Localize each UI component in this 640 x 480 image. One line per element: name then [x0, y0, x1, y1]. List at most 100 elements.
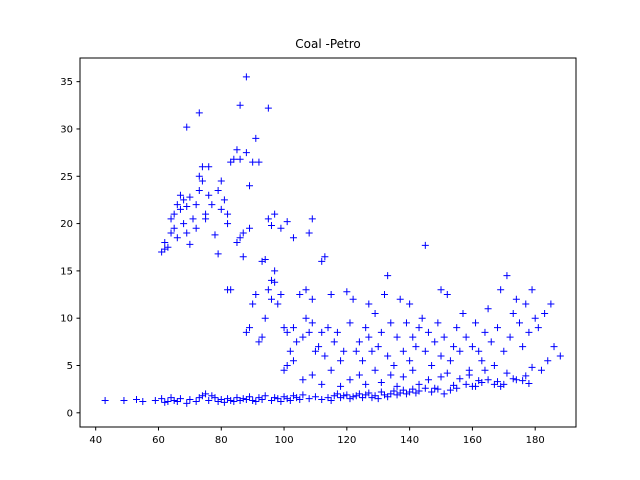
y-tick-label: 35 — [60, 77, 73, 88]
data-point — [255, 394, 263, 402]
data-point — [214, 397, 222, 405]
data-point — [170, 397, 178, 405]
data-point — [450, 381, 458, 389]
x-tick-label: 100 — [275, 435, 294, 446]
data-point — [246, 393, 254, 401]
data-point — [377, 388, 385, 396]
data-point — [299, 333, 307, 341]
data-point — [271, 267, 279, 275]
data-point — [176, 191, 184, 199]
data-point — [475, 347, 483, 355]
data-point — [490, 362, 498, 369]
data-point — [346, 395, 354, 403]
data-point — [233, 394, 241, 402]
data-point — [343, 391, 351, 399]
data-point — [497, 286, 505, 294]
data-point — [440, 390, 448, 398]
data-point — [277, 224, 285, 232]
data-point — [186, 396, 194, 404]
data-point — [412, 343, 420, 351]
x-axis: 40 60 80 100 120 140 160 180 — [89, 427, 545, 446]
y-tick-label: 0 — [67, 408, 73, 419]
data-point — [393, 391, 401, 399]
data-point — [267, 221, 275, 229]
x-tick-label: 120 — [337, 435, 356, 446]
data-point — [321, 352, 329, 360]
data-point — [440, 333, 448, 341]
data-point — [365, 300, 373, 308]
data-point — [289, 357, 297, 365]
data-point — [478, 357, 486, 365]
data-point — [283, 328, 291, 336]
data-point — [246, 324, 254, 332]
data-point — [484, 376, 492, 384]
data-point — [261, 256, 269, 264]
data-point — [258, 257, 266, 265]
data-point — [293, 338, 301, 346]
data-point — [249, 300, 257, 308]
data-point — [500, 380, 508, 388]
data-point — [428, 388, 436, 396]
x-tick-label: 180 — [526, 435, 545, 446]
data-point — [202, 215, 210, 223]
data-point — [352, 392, 360, 400]
data-point — [164, 397, 172, 405]
data-point — [327, 366, 335, 374]
data-point — [252, 291, 260, 299]
data-point — [550, 343, 558, 351]
data-point — [120, 397, 128, 405]
y-tick-label: 15 — [60, 266, 73, 277]
data-point — [384, 393, 392, 401]
data-point — [377, 328, 385, 336]
data-point — [211, 231, 219, 239]
data-point — [305, 395, 313, 403]
data-point — [412, 389, 420, 397]
data-point — [387, 390, 395, 398]
data-point — [233, 146, 241, 154]
data-point — [534, 324, 542, 332]
data-point — [512, 376, 520, 384]
data-point — [424, 328, 432, 336]
data-point — [494, 324, 502, 332]
data-point — [541, 309, 549, 317]
data-point — [355, 338, 363, 346]
data-point — [249, 397, 257, 405]
data-point — [512, 295, 520, 303]
data-point — [173, 397, 181, 405]
data-point — [227, 397, 235, 405]
data-point — [384, 352, 392, 360]
data-point — [472, 319, 480, 327]
data-point — [227, 286, 235, 294]
data-point — [242, 73, 250, 81]
data-point — [371, 366, 379, 374]
data-point — [195, 172, 203, 180]
data-point — [318, 396, 326, 404]
data-point — [556, 352, 564, 360]
data-point — [198, 177, 206, 185]
data-point — [459, 309, 467, 317]
data-point — [289, 392, 297, 400]
y-tick-label: 5 — [67, 361, 73, 372]
data-point — [202, 390, 210, 398]
data-point — [192, 397, 200, 405]
data-point — [158, 395, 166, 403]
data-point — [299, 391, 307, 399]
y-tick-label: 30 — [60, 124, 73, 135]
data-point — [525, 379, 533, 387]
data-point — [176, 395, 184, 403]
data-point — [239, 395, 247, 403]
data-point — [293, 394, 301, 402]
data-point — [180, 220, 188, 228]
data-point — [490, 380, 498, 388]
data-point — [522, 300, 530, 308]
data-point — [183, 123, 191, 131]
data-point — [377, 379, 385, 387]
data-point — [462, 333, 470, 341]
data-point — [302, 314, 310, 322]
data-point — [399, 386, 407, 394]
data-point — [428, 362, 436, 369]
data-point — [384, 272, 392, 280]
data-point — [503, 369, 511, 377]
data-point — [327, 397, 335, 405]
data-point — [475, 377, 483, 385]
